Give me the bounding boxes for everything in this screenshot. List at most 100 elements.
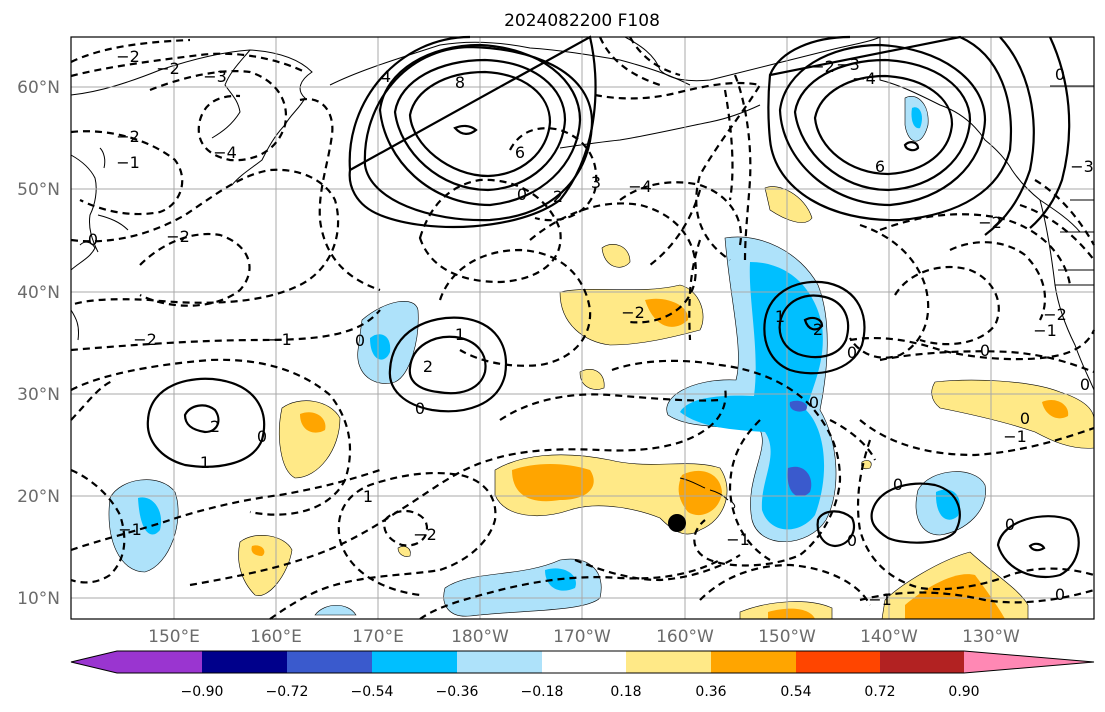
shading-layer — [108, 96, 1095, 620]
lon-label-170e: 170°E — [352, 627, 404, 647]
contour-label-6: 6 — [515, 143, 525, 162]
contour-label-minus-2: −2 — [133, 330, 157, 349]
contour-label-minus-3-ne: −3 — [1070, 157, 1094, 176]
lon-label-160e: 160°E — [250, 627, 302, 647]
contour-label-0-ne: 0 — [1055, 65, 1065, 84]
colorbar-segment-10 — [880, 651, 964, 673]
map-panel: 8 6 4 3 2 1 0 −1 −2 −3 −4 6 2 1 0 2 0 −2… — [70, 35, 1096, 620]
lon-label-140w: 140°W — [860, 627, 918, 647]
colorbar-tick-2: −0.72 — [266, 684, 309, 700]
contour-label-minus-1-se: −1 — [868, 590, 892, 609]
contour-label-1: 1 — [455, 325, 465, 344]
contour-label-3: 3 — [591, 173, 601, 192]
contour-label-0-se3: 0 — [1055, 585, 1065, 604]
lon-label-150w: 150°W — [758, 627, 816, 647]
colorbar: −0.90 −0.72 −0.54 −0.36 −0.18 0.18 0.36 … — [70, 650, 1095, 700]
colorbar-segment-1 — [117, 651, 202, 673]
colorbar-tick-4: −0.36 — [436, 684, 479, 700]
contour-label-2-mid: 2 — [423, 357, 433, 376]
colorbar-tick-10: 0.90 — [948, 684, 979, 700]
contour-label-minus-1-w: −1 — [116, 153, 140, 172]
contour-label-8: 8 — [455, 73, 465, 92]
contour-label-0-hi: 0 — [847, 531, 857, 550]
contour-label-minus-4-center: −4 — [628, 177, 652, 196]
colorbar-outline — [70, 650, 1095, 674]
contour-label-minus-3-alaska: −3 — [836, 55, 860, 74]
lon-label-170w: 170°W — [553, 627, 611, 647]
contour-label-minus-2-w: −2 — [116, 127, 140, 146]
colorbar-segment-8 — [711, 651, 796, 673]
colorbar-segment-3 — [287, 651, 372, 673]
contour-label-0-mid: 0 — [415, 399, 425, 418]
contour-label-1-east: 1 — [775, 307, 785, 326]
lon-label-180w: 180°W — [451, 627, 509, 647]
contour-label-0-se2: 0 — [1005, 515, 1015, 534]
contour-label-0-se: 0 — [893, 475, 903, 494]
contour-label-0-nc: 0 — [517, 185, 527, 204]
contour-label-minus-2-e2: −2 — [1043, 305, 1067, 324]
contour-label-2: 2 — [553, 187, 563, 206]
colorbar-tick-3: −0.54 — [351, 684, 394, 700]
lat-label-40n: 40°N — [17, 283, 60, 303]
contour-label-minus-1-far: −1 — [1033, 321, 1057, 340]
colorbar-extend-low — [71, 651, 117, 673]
contour-label-minus-2-alaska: −2 — [811, 57, 835, 76]
graticule — [71, 37, 1094, 619]
lat-label-30n: 30°N — [17, 385, 60, 405]
lat-label-50n: 50°N — [17, 180, 60, 200]
map-frame — [70, 36, 1095, 620]
colorbar-tick-1: −0.90 — [181, 684, 224, 700]
lon-label-160w: 160°W — [656, 627, 714, 647]
contour-label-minus-2-mid: −2 — [621, 303, 645, 322]
map-title: 2024082200 F108 — [504, 11, 660, 31]
contour-label-minus-1-low-w: −1 — [118, 520, 142, 539]
contour-label-minus-2-low: −2 — [413, 525, 437, 544]
colorbar-segment-6 — [542, 651, 626, 673]
contour-label-0-right: 0 — [1020, 409, 1030, 428]
contour-label-0: 0 — [355, 331, 365, 350]
colorbar-segment-7 — [626, 651, 711, 673]
colorbar-tick-8: 0.54 — [780, 684, 811, 700]
contour-label-minus-2-nw: −2 — [116, 47, 140, 66]
contour-label-minus-3: −3 — [203, 67, 227, 86]
lon-label-150e: 150°E — [148, 627, 200, 647]
contour-label-0-ctr: 0 — [809, 393, 819, 412]
contour-label-0-far: 0 — [980, 341, 990, 360]
contour-label-0-left: 0 — [257, 427, 267, 446]
colorbar-tick-9: 0.72 — [864, 684, 895, 700]
contour-label-2-east: 2 — [813, 320, 823, 339]
location-marker-dot — [668, 514, 686, 532]
colorbar-segment-4 — [372, 651, 457, 673]
lon-label-130w: 130°W — [962, 627, 1020, 647]
contour-labels: 8 6 4 3 2 1 0 −1 −2 −3 −4 6 2 1 0 2 0 −2… — [88, 47, 1094, 609]
contour-label-minus-4: −4 — [213, 143, 237, 162]
lat-label-20n: 20°N — [17, 487, 60, 507]
colorbar-tick-7: 0.36 — [695, 684, 726, 700]
colorbar-segment-5 — [457, 651, 542, 673]
contour-label-4: 4 — [381, 67, 391, 86]
colorbar-tick-5: −0.18 — [521, 684, 564, 700]
colorbar-tick-6: 0.18 — [610, 684, 641, 700]
contour-label-1-left: 1 — [200, 453, 210, 472]
latitude-labels: 60°N 50°N 40°N 30°N 20°N 10°N — [17, 78, 60, 609]
contour-label-minus-1-right: −1 — [1003, 427, 1027, 446]
contour-label-0-east: 0 — [847, 343, 857, 362]
lat-label-60n: 60°N — [17, 78, 60, 98]
lat-label-10n: 10°N — [17, 589, 60, 609]
contour-label-1-low: 1 — [363, 487, 373, 506]
contour-label-0-w: 0 — [88, 230, 98, 249]
colorbar-segment-2 — [202, 651, 287, 673]
contour-label-minus-1: −1 — [268, 330, 292, 349]
contour-label-minus-2-e: −2 — [978, 213, 1002, 232]
negative-contours — [70, 36, 1096, 620]
contour-label-minus-2-w2: −2 — [166, 227, 190, 246]
contour-label-minus-2-nw2: −2 — [156, 59, 180, 78]
contour-label-2-left: 2 — [210, 417, 220, 436]
contour-label-minus-1-low: −1 — [726, 530, 750, 549]
contour-label-0-mid2: 0 — [1080, 375, 1090, 394]
colorbar-segment-9 — [796, 651, 880, 673]
longitude-labels: 150°E 160°E 170°E 180°W 170°W 160°W 150°… — [148, 627, 1020, 647]
contour-label-6-east: 6 — [875, 157, 885, 176]
contour-label-minus-4-alaska: −4 — [852, 69, 876, 88]
